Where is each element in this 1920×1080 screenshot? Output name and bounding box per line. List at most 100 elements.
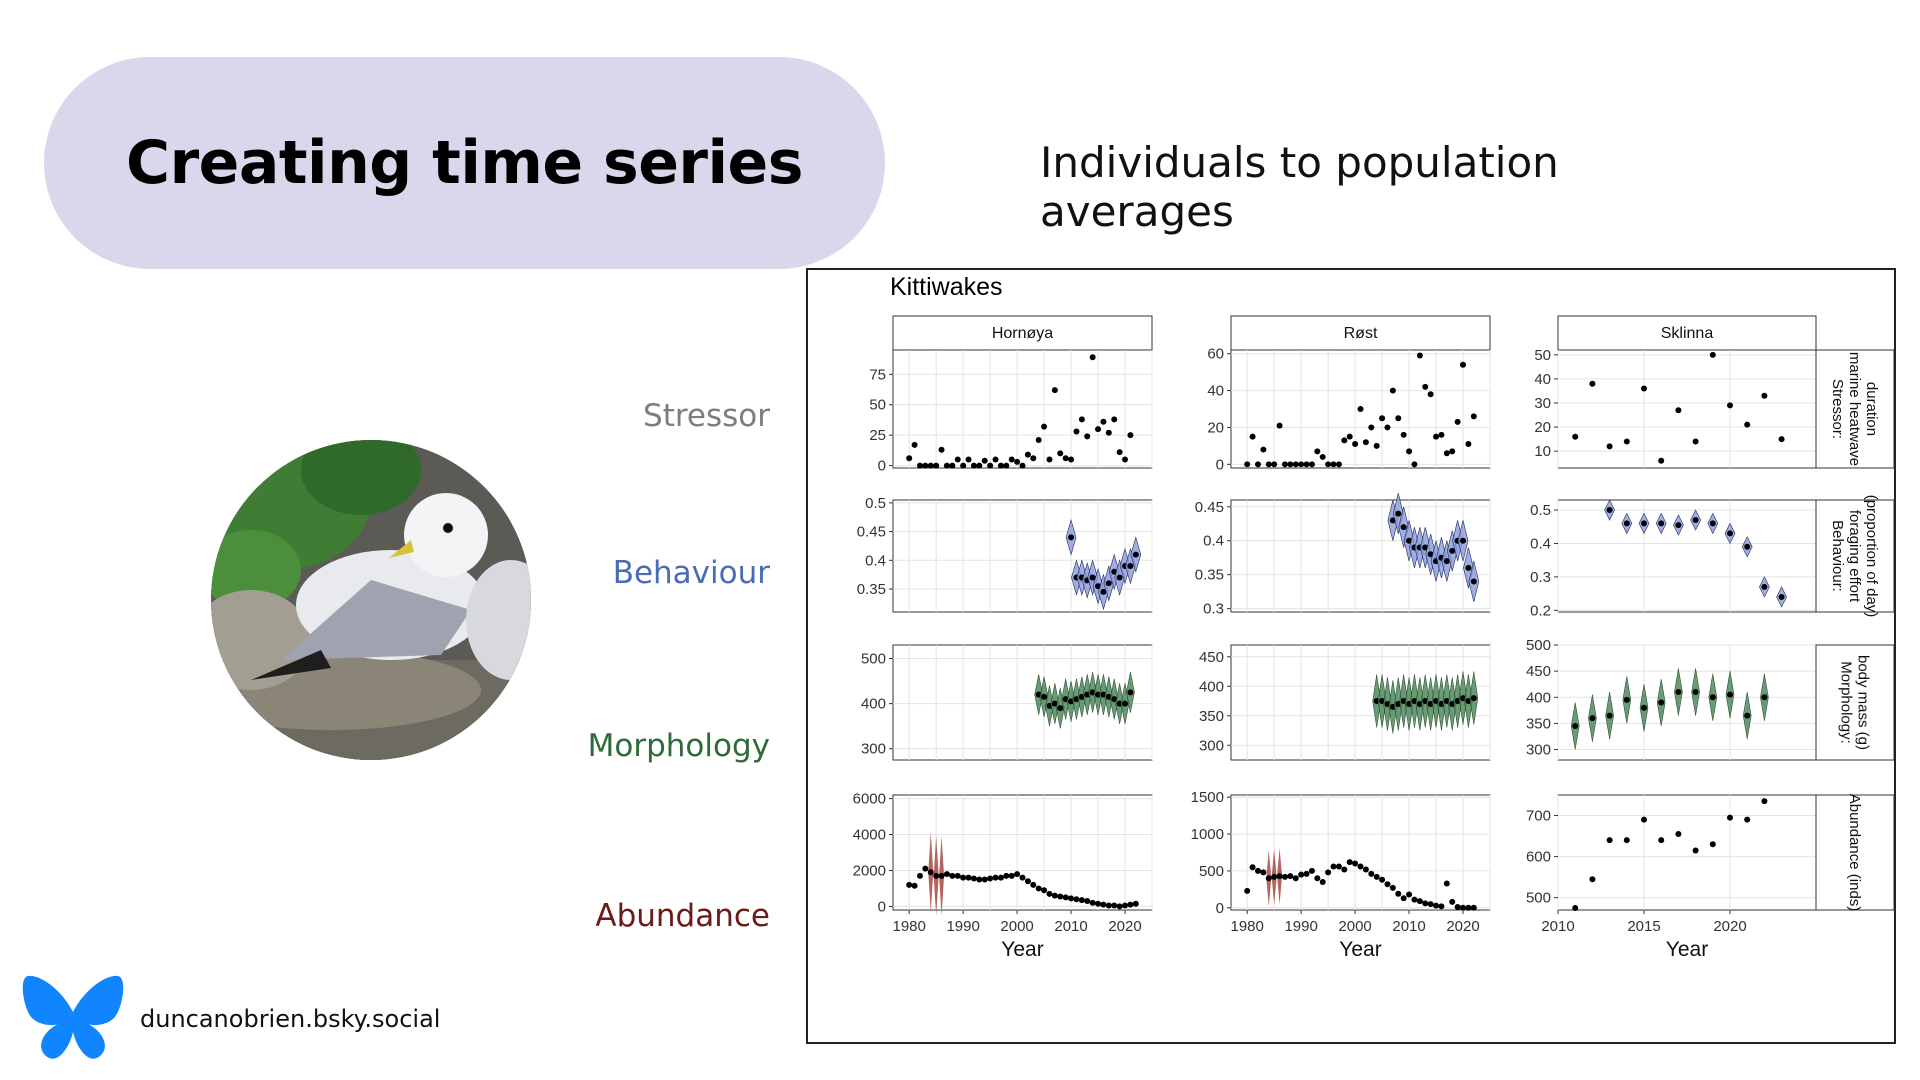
data-point xyxy=(1111,696,1118,703)
data-point xyxy=(1035,437,1042,444)
row-strip-label: Behaviour: foraging effort (proportion of … xyxy=(1829,495,1880,618)
data-point xyxy=(1400,895,1407,902)
data-point xyxy=(1675,522,1682,529)
data-point xyxy=(987,875,994,882)
data-point xyxy=(1057,893,1064,900)
data-point xyxy=(1389,884,1396,891)
data-point xyxy=(1778,436,1785,443)
data-point xyxy=(992,874,999,881)
data-point xyxy=(1422,383,1429,390)
data-point xyxy=(1122,456,1129,463)
data-point xyxy=(1744,712,1751,719)
y-tick-label: 75 xyxy=(869,366,886,383)
data-point xyxy=(1281,873,1288,880)
data-point xyxy=(960,874,967,881)
data-point xyxy=(1254,867,1261,874)
data-point xyxy=(1046,890,1053,897)
panel-border xyxy=(1557,794,1817,911)
data-point xyxy=(1727,530,1733,537)
x-tick-label: 1990 xyxy=(1284,918,1317,935)
data-point xyxy=(1111,416,1118,423)
y-tick-label: 400 xyxy=(1199,678,1224,695)
data-point xyxy=(1046,456,1053,463)
data-point xyxy=(1400,524,1407,531)
row-label-abundance: Abundance xyxy=(595,898,770,934)
data-point xyxy=(1454,418,1461,425)
data-point xyxy=(1589,876,1596,883)
data-point xyxy=(1443,880,1450,887)
data-point xyxy=(1373,873,1380,880)
data-point xyxy=(1658,520,1665,527)
data-point xyxy=(1470,695,1477,702)
y-tick-label: 0 xyxy=(1216,900,1224,917)
data-point xyxy=(1438,903,1445,910)
data-point xyxy=(1335,461,1342,468)
row-label-stressor: Stressor xyxy=(643,398,770,434)
row-strip-text: foraging effort xyxy=(1846,510,1863,603)
data-point xyxy=(954,456,961,463)
data-point xyxy=(1454,904,1461,911)
data-point xyxy=(1658,457,1665,464)
data-point xyxy=(1623,837,1630,844)
data-point xyxy=(1346,433,1353,440)
data-point xyxy=(1373,442,1380,449)
data-point xyxy=(1024,451,1031,458)
data-point xyxy=(1105,429,1112,436)
x-tick-label: 2020 xyxy=(1108,918,1141,935)
data-point xyxy=(1068,456,1075,463)
social-handle: duncanobrien.bsky.social xyxy=(140,1005,441,1033)
data-point xyxy=(1589,715,1596,722)
y-tick-label: 700 xyxy=(1526,808,1551,825)
facet-strip-label: Røst xyxy=(1344,325,1378,342)
data-point xyxy=(1030,881,1037,888)
y-tick-label: 500 xyxy=(1199,863,1224,880)
facet-strip xyxy=(1557,315,1817,351)
data-point xyxy=(1122,902,1129,909)
data-point xyxy=(1357,863,1364,870)
data-point xyxy=(1470,904,1477,911)
data-point xyxy=(906,455,913,462)
data-point xyxy=(1692,689,1699,696)
data-point xyxy=(1641,385,1647,392)
data-point xyxy=(1433,902,1440,909)
data-point xyxy=(1335,863,1342,870)
panel-border xyxy=(1557,644,1817,761)
y-tick-label: 20 xyxy=(1207,419,1224,436)
y-tick-label: 0.5 xyxy=(1530,502,1551,519)
y-tick-label: 500 xyxy=(1526,637,1551,654)
data-point xyxy=(911,441,918,448)
data-point xyxy=(965,456,972,463)
data-point xyxy=(1727,814,1733,821)
y-tick-label: 0.5 xyxy=(865,495,886,512)
row-strip xyxy=(1815,644,1894,761)
x-axis-label: Year xyxy=(1001,938,1043,961)
y-tick-label: 10 xyxy=(1534,443,1551,460)
data-point xyxy=(1357,406,1364,412)
data-point xyxy=(1319,453,1326,460)
panel-border xyxy=(892,499,1153,613)
data-point xyxy=(1727,691,1733,698)
data-point xyxy=(1260,446,1267,453)
y-tick-label: 0.35 xyxy=(1195,567,1224,584)
data-point xyxy=(1675,831,1682,838)
data-point xyxy=(1057,705,1064,712)
y-tick-label: 1500 xyxy=(1191,789,1224,806)
data-point xyxy=(1368,870,1375,877)
data-point xyxy=(1406,448,1413,455)
y-tick-label: 0 xyxy=(878,458,886,475)
data-point xyxy=(1008,456,1015,463)
data-point xyxy=(1003,872,1010,879)
row-strip xyxy=(1815,349,1894,469)
row-strip xyxy=(1815,499,1894,613)
data-point xyxy=(976,462,983,469)
data-point xyxy=(1095,900,1102,907)
data-point xyxy=(1051,700,1058,707)
data-point xyxy=(1116,574,1123,581)
data-point xyxy=(916,462,923,469)
row-strip-label: Stressor: marine heatwave duration xyxy=(1829,352,1880,466)
data-point xyxy=(1572,904,1579,911)
data-point xyxy=(1030,455,1037,462)
data-point xyxy=(1465,564,1472,571)
kittiwakes-figure: Kittiwakes Hornøya 0 25 50 75 0.35 0.4 0.45 0.5 3… xyxy=(806,268,1896,1044)
data-point xyxy=(1314,875,1321,882)
